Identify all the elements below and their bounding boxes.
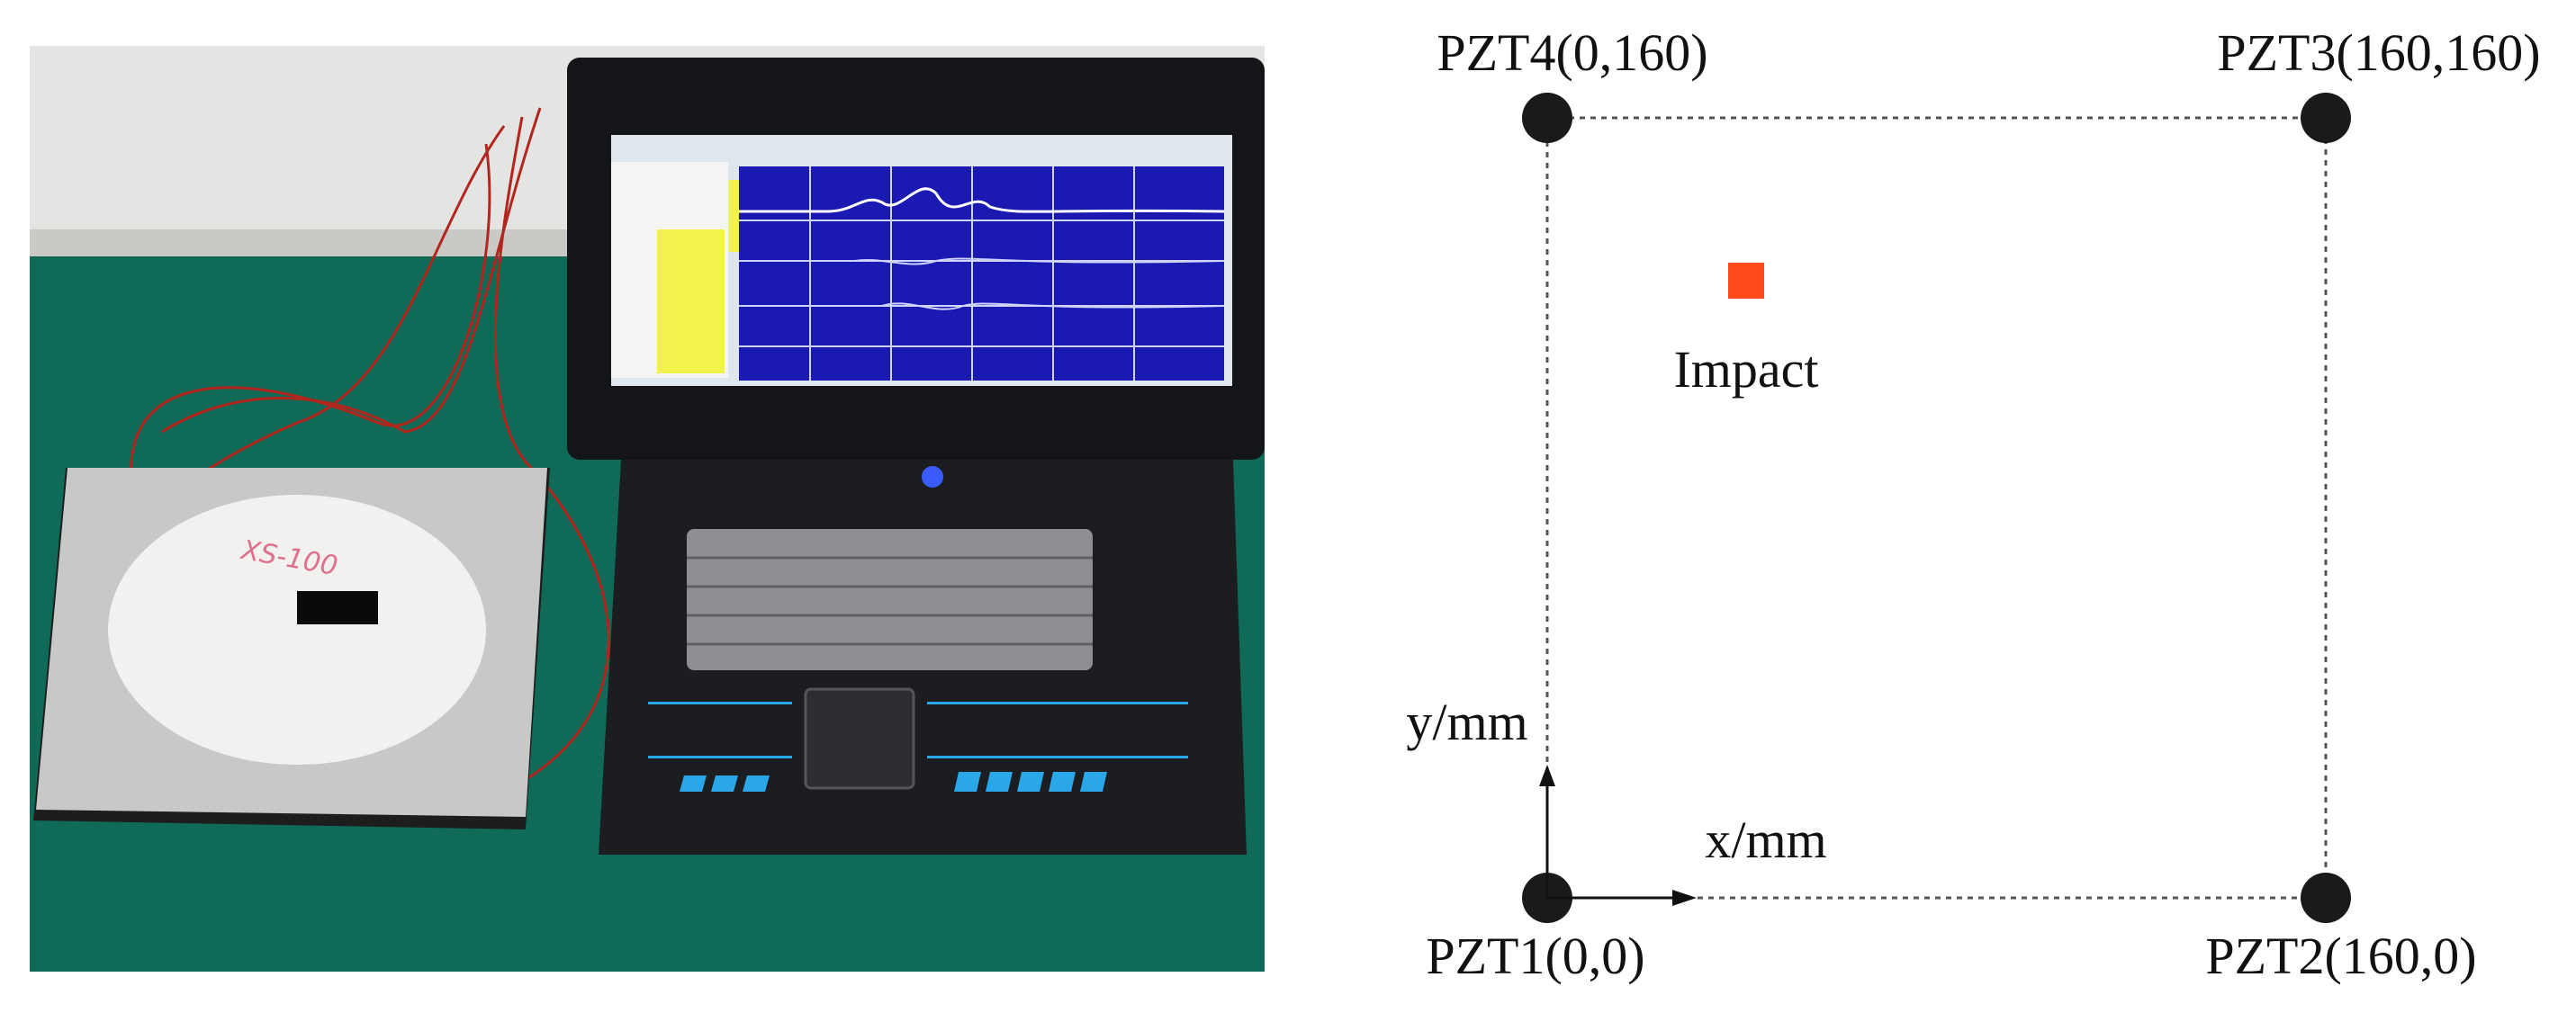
sensor	[2301, 873, 2351, 923]
y-arrow	[1539, 765, 1555, 786]
x-axis-label: x/mm	[1705, 811, 1826, 869]
keyboard	[687, 529, 1093, 670]
y-axis-label: y/mm	[1406, 693, 1527, 751]
setup-photo: XS-100	[30, 46, 1265, 972]
sensor	[2301, 93, 2351, 143]
sensor-label: PZT2(160,0)	[2205, 927, 2476, 985]
sensor-label: PZT3(160,160)	[2217, 23, 2540, 82]
x-arrow	[1672, 890, 1697, 906]
sensor	[1522, 93, 1572, 143]
impact-point	[1728, 263, 1764, 299]
sensor-diagram: PZT4(0,160) PZT3(160,160) PZT1(0,0) PZT2…	[1406, 23, 2540, 985]
waveform-display	[739, 166, 1224, 381]
touchpad	[804, 687, 915, 790]
plate-outline	[1545, 116, 2328, 900]
plate-coating	[108, 495, 486, 765]
screen-panel-highlight	[657, 229, 725, 373]
impact-patch	[297, 591, 378, 624]
sensor-label: PZT4(0,160)	[1437, 23, 1707, 82]
sensor-label: PZT1(0,0)	[1426, 927, 1644, 985]
keyboard-rows	[687, 556, 1093, 646]
axes	[1545, 783, 1674, 900]
sensor-markers	[1522, 93, 2351, 923]
blue-accents	[648, 702, 1188, 792]
waveform-grid	[739, 166, 1225, 381]
impact-label: Impact	[1673, 340, 1818, 399]
power-light	[922, 466, 943, 488]
